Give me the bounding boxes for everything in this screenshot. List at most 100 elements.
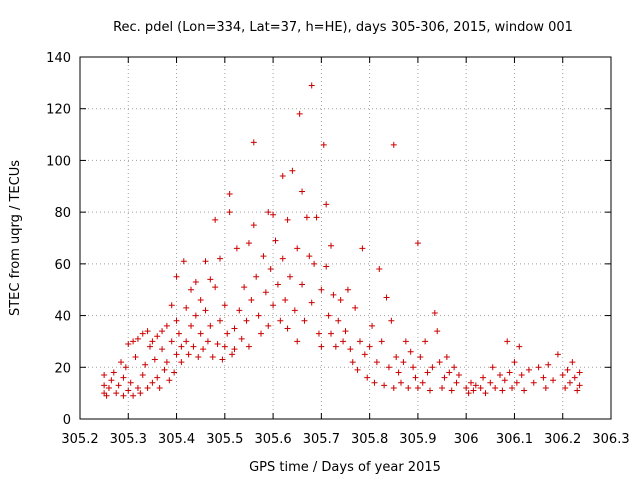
data-point: [303, 214, 310, 221]
data-point: [146, 343, 153, 350]
data-point: [422, 338, 429, 345]
data-point: [125, 341, 132, 348]
x-tick-labels: 305.2 305.3 305.4 305.5 305.6 305.7 305.8 305.9…: [61, 432, 629, 447]
data-point: [207, 276, 214, 283]
data-point: [274, 281, 281, 288]
data-point: [279, 172, 286, 179]
data-point: [173, 351, 180, 358]
data-point: [279, 255, 286, 262]
data-point: [175, 330, 182, 337]
data-point: [214, 341, 221, 348]
y-tick-label: 40: [54, 310, 71, 325]
x-tick-label: 306.2: [544, 432, 581, 447]
data-point: [156, 384, 163, 391]
data-point: [376, 266, 383, 273]
data-point: [291, 307, 298, 314]
y-axis-label: STEC from uqrg / TECUs: [8, 160, 23, 316]
data-point: [250, 139, 257, 146]
data-point: [571, 374, 578, 381]
y-tick-labels: 0 20 40 60 80 100 120 140: [46, 51, 71, 428]
data-point: [325, 312, 332, 319]
data-point: [496, 372, 503, 379]
data-point: [207, 322, 214, 329]
data-point: [159, 346, 166, 353]
data-point: [241, 284, 248, 291]
data-point: [238, 335, 245, 342]
data-point: [229, 351, 236, 358]
data-point: [366, 343, 373, 350]
data-point: [393, 353, 400, 360]
data-point: [311, 260, 318, 267]
data-point: [429, 364, 436, 371]
data-point: [233, 245, 240, 252]
y-tick-label: 60: [54, 258, 71, 273]
data-point: [390, 141, 397, 148]
y-tick-label: 100: [46, 154, 71, 169]
data-point: [185, 351, 192, 358]
data-point: [400, 359, 407, 366]
data-point: [323, 263, 330, 270]
x-tick-label: 305.2: [61, 432, 98, 447]
data-point: [330, 291, 337, 298]
data-point: [480, 374, 487, 381]
data-point: [277, 317, 284, 324]
data-point: [183, 338, 190, 345]
data-point: [130, 392, 137, 399]
data-point: [414, 384, 421, 391]
data-point: [472, 382, 479, 389]
data-point: [265, 209, 272, 216]
data-point: [195, 353, 202, 360]
data-point: [118, 359, 125, 366]
data-point: [521, 387, 528, 394]
data-point: [168, 302, 175, 309]
data-point: [487, 379, 494, 386]
data-point: [453, 379, 460, 386]
data-point: [202, 307, 209, 314]
y-tick-label: 20: [54, 361, 71, 376]
data-point: [178, 359, 185, 366]
data-point: [439, 384, 446, 391]
data-point: [509, 384, 516, 391]
data-point: [518, 372, 525, 379]
data-point: [192, 312, 199, 319]
data-point: [424, 369, 431, 376]
data-point: [443, 353, 450, 360]
data-point: [525, 366, 532, 373]
data-point: [262, 289, 269, 296]
data-point: [337, 297, 344, 304]
data-point: [414, 240, 421, 247]
data-point: [530, 379, 537, 386]
data-point: [149, 338, 156, 345]
data-point: [245, 240, 252, 247]
data-point: [446, 369, 453, 376]
data-point: [142, 361, 149, 368]
data-point: [122, 364, 129, 371]
data-point: [356, 338, 363, 345]
data-point: [412, 374, 419, 381]
data-point: [192, 278, 199, 285]
data-point: [347, 346, 354, 353]
data-point: [320, 141, 327, 148]
data-point: [243, 317, 250, 324]
data-point: [340, 338, 347, 345]
data-point: [342, 328, 349, 335]
data-point: [371, 379, 378, 386]
x-tick-label: 305.9: [399, 432, 436, 447]
data-point: [359, 245, 366, 252]
data-point: [200, 346, 207, 353]
data-point: [390, 384, 397, 391]
data-point: [328, 242, 335, 249]
y-tick-label: 80: [54, 206, 71, 221]
data-point: [101, 372, 108, 379]
data-point: [221, 343, 228, 350]
data-point: [299, 188, 306, 195]
data-point: [378, 338, 385, 345]
data-point: [354, 366, 361, 373]
data-point: [441, 374, 448, 381]
data-point: [426, 387, 433, 394]
data-point: [451, 364, 458, 371]
x-tick-label: 305.4: [158, 432, 195, 447]
data-point: [344, 286, 351, 293]
data-point: [335, 317, 342, 324]
data-point: [506, 369, 513, 376]
